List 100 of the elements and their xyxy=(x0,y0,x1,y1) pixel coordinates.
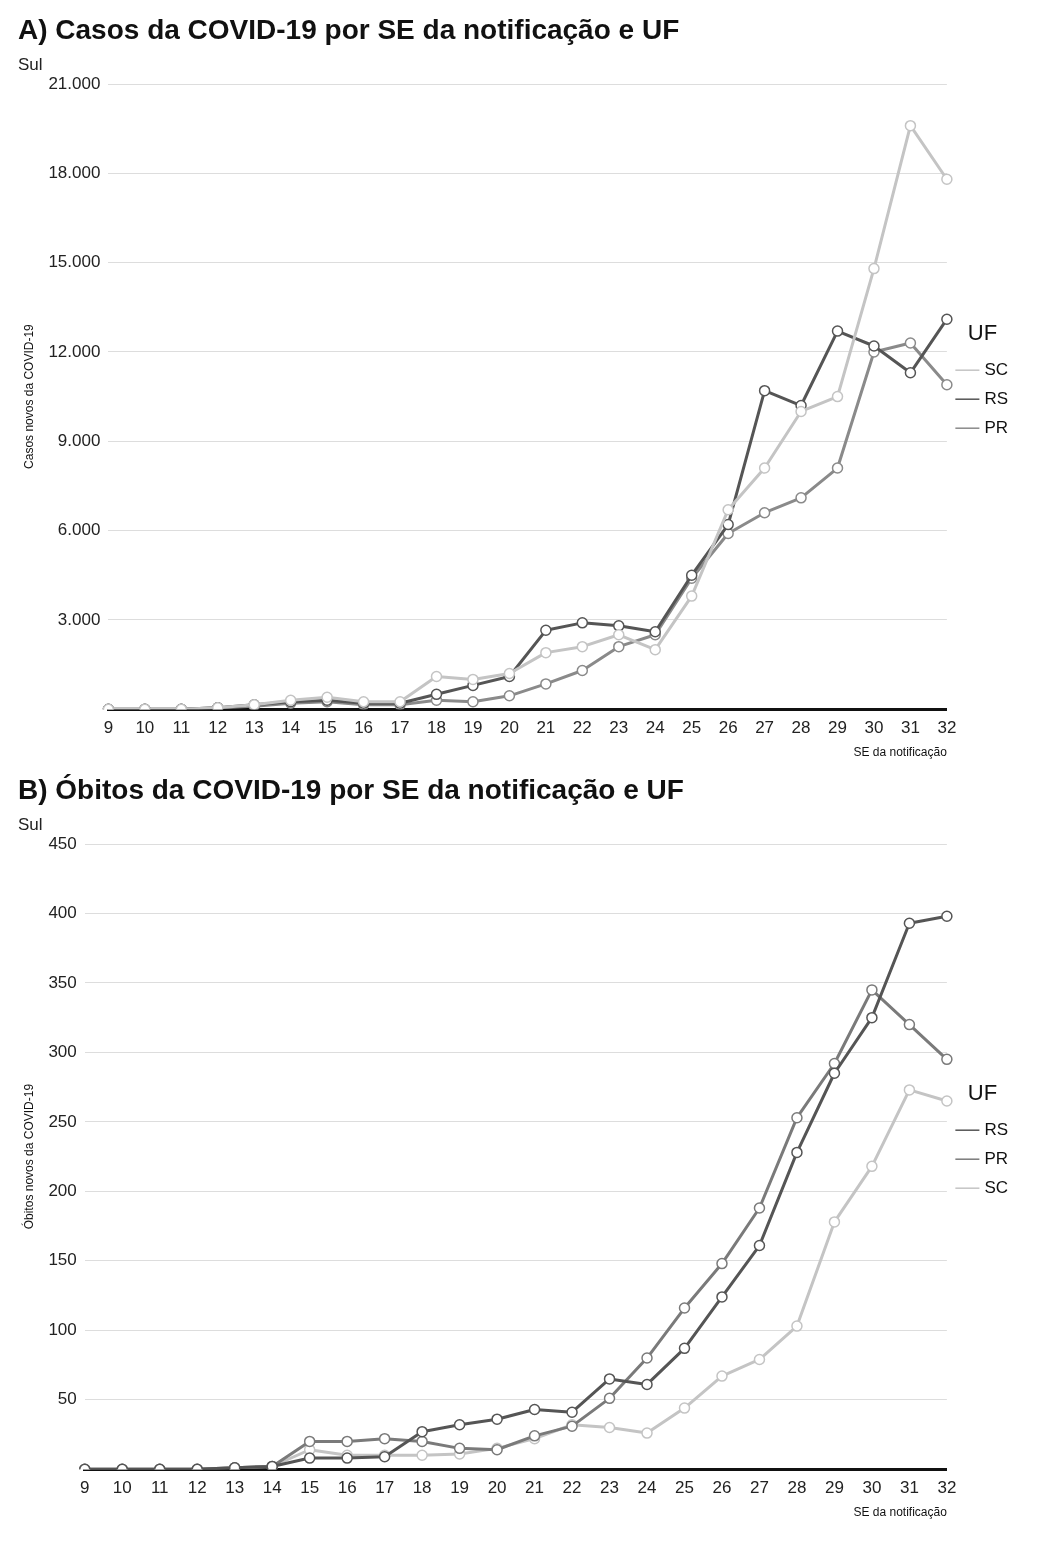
point xyxy=(685,590,698,602)
point xyxy=(941,1095,953,1107)
y-tick-label: 450 xyxy=(48,833,77,853)
x-tick-label: 9 xyxy=(103,718,114,738)
point xyxy=(540,646,552,659)
x-tick-label: 18 xyxy=(427,718,446,738)
y-tick-label: 400 xyxy=(48,903,77,923)
x-tick-label: 30 xyxy=(864,718,884,738)
point xyxy=(430,670,443,683)
point xyxy=(641,1427,653,1439)
y-axis-title: Óbitos novos da COVID-19 xyxy=(20,1083,36,1230)
point xyxy=(467,696,479,708)
point xyxy=(868,340,880,352)
point xyxy=(941,173,953,186)
legend-label: RS xyxy=(984,1119,1009,1139)
point xyxy=(795,492,807,504)
point xyxy=(716,1370,728,1382)
x-tick-label: 9 xyxy=(80,1478,90,1498)
y-tick-label: 18.000 xyxy=(48,163,101,182)
y-tick-label: 50 xyxy=(57,1389,77,1409)
point xyxy=(941,313,953,325)
point xyxy=(540,624,552,637)
x-tick-label: 31 xyxy=(900,718,920,738)
point xyxy=(528,1403,541,1416)
legend-title: UF xyxy=(967,1080,998,1106)
point xyxy=(753,1239,766,1252)
x-tick-label: 27 xyxy=(755,718,775,738)
x-tick-label: 32 xyxy=(937,1478,957,1498)
point xyxy=(722,503,734,516)
y-tick-label: 12.000 xyxy=(48,341,101,361)
point xyxy=(795,405,807,418)
x-tick-label: 13 xyxy=(244,718,264,738)
x-tick-label: 12 xyxy=(187,1478,207,1498)
x-tick-label: 20 xyxy=(487,1478,507,1498)
point xyxy=(603,1421,616,1434)
x-tick-label: 30 xyxy=(862,1478,882,1498)
x-tick-label: 25 xyxy=(675,1478,694,1498)
x-tick-label: 12 xyxy=(208,718,228,738)
point xyxy=(903,1018,916,1031)
x-tick-label: 24 xyxy=(637,1478,657,1498)
point xyxy=(828,1067,841,1079)
point xyxy=(576,664,589,677)
x-tick-label: 26 xyxy=(712,1478,732,1498)
point xyxy=(430,688,443,701)
legend-label: SC xyxy=(984,359,1009,379)
x-tick-label: 19 xyxy=(450,1478,470,1498)
point xyxy=(576,617,589,629)
point xyxy=(866,1160,878,1173)
point xyxy=(903,1084,916,1096)
point xyxy=(941,910,953,922)
y-tick-label: 3.000 xyxy=(57,609,101,629)
x-tick-label: 22 xyxy=(562,1478,582,1498)
x-tick-label: 25 xyxy=(682,718,702,738)
point xyxy=(503,690,516,702)
y-tick-label: 200 xyxy=(48,1181,77,1201)
x-tick-label: 26 xyxy=(718,718,738,738)
x-tick-label: 29 xyxy=(824,1478,844,1498)
point xyxy=(613,629,625,641)
point xyxy=(716,1291,728,1303)
point xyxy=(678,1342,691,1355)
point xyxy=(678,1402,691,1414)
x-tick-label: 23 xyxy=(600,1478,619,1498)
point xyxy=(716,1257,728,1270)
chart-title: A) Casos da COVID-19 por SE da notificação e UF xyxy=(18,13,680,45)
point xyxy=(758,506,771,519)
point xyxy=(303,1435,316,1448)
chart-subtitle: Sul xyxy=(18,815,43,835)
x-tick-label: 11 xyxy=(172,718,191,738)
point xyxy=(904,367,917,379)
x-tick-label: 15 xyxy=(300,1478,320,1498)
x-tick-label: 22 xyxy=(572,718,592,738)
y-tick-label: 350 xyxy=(48,972,77,992)
point xyxy=(416,1425,428,1438)
x-tick-label: 17 xyxy=(375,1478,395,1498)
x-tick-label: 18 xyxy=(412,1478,432,1498)
point xyxy=(467,673,479,686)
point xyxy=(603,1392,616,1405)
y-tick-label: 15.000 xyxy=(48,252,101,272)
point xyxy=(941,1053,953,1066)
point xyxy=(540,678,552,690)
point xyxy=(791,1111,803,1124)
point xyxy=(378,1432,391,1445)
x-tick-label: 11 xyxy=(150,1478,169,1498)
point xyxy=(566,1406,578,1418)
y-tick-label: 300 xyxy=(48,1042,77,1062)
x-tick-label: 23 xyxy=(609,718,629,738)
point xyxy=(866,984,878,996)
point xyxy=(416,1435,428,1448)
point xyxy=(758,384,771,397)
point xyxy=(828,1216,841,1228)
point xyxy=(491,1413,503,1425)
x-tick-label: 19 xyxy=(463,718,483,738)
point xyxy=(453,1442,466,1455)
x-tick-label: 28 xyxy=(787,1478,807,1498)
x-tick-label: 20 xyxy=(499,718,519,738)
point xyxy=(603,1373,616,1385)
chart-title: B) Óbitos da COVID-19 por SE da notificação e UF xyxy=(18,773,684,805)
y-tick-label: 250 xyxy=(48,1111,77,1131)
x-tick-label: 32 xyxy=(937,718,957,738)
chart-subtitle: Sul xyxy=(18,55,43,75)
